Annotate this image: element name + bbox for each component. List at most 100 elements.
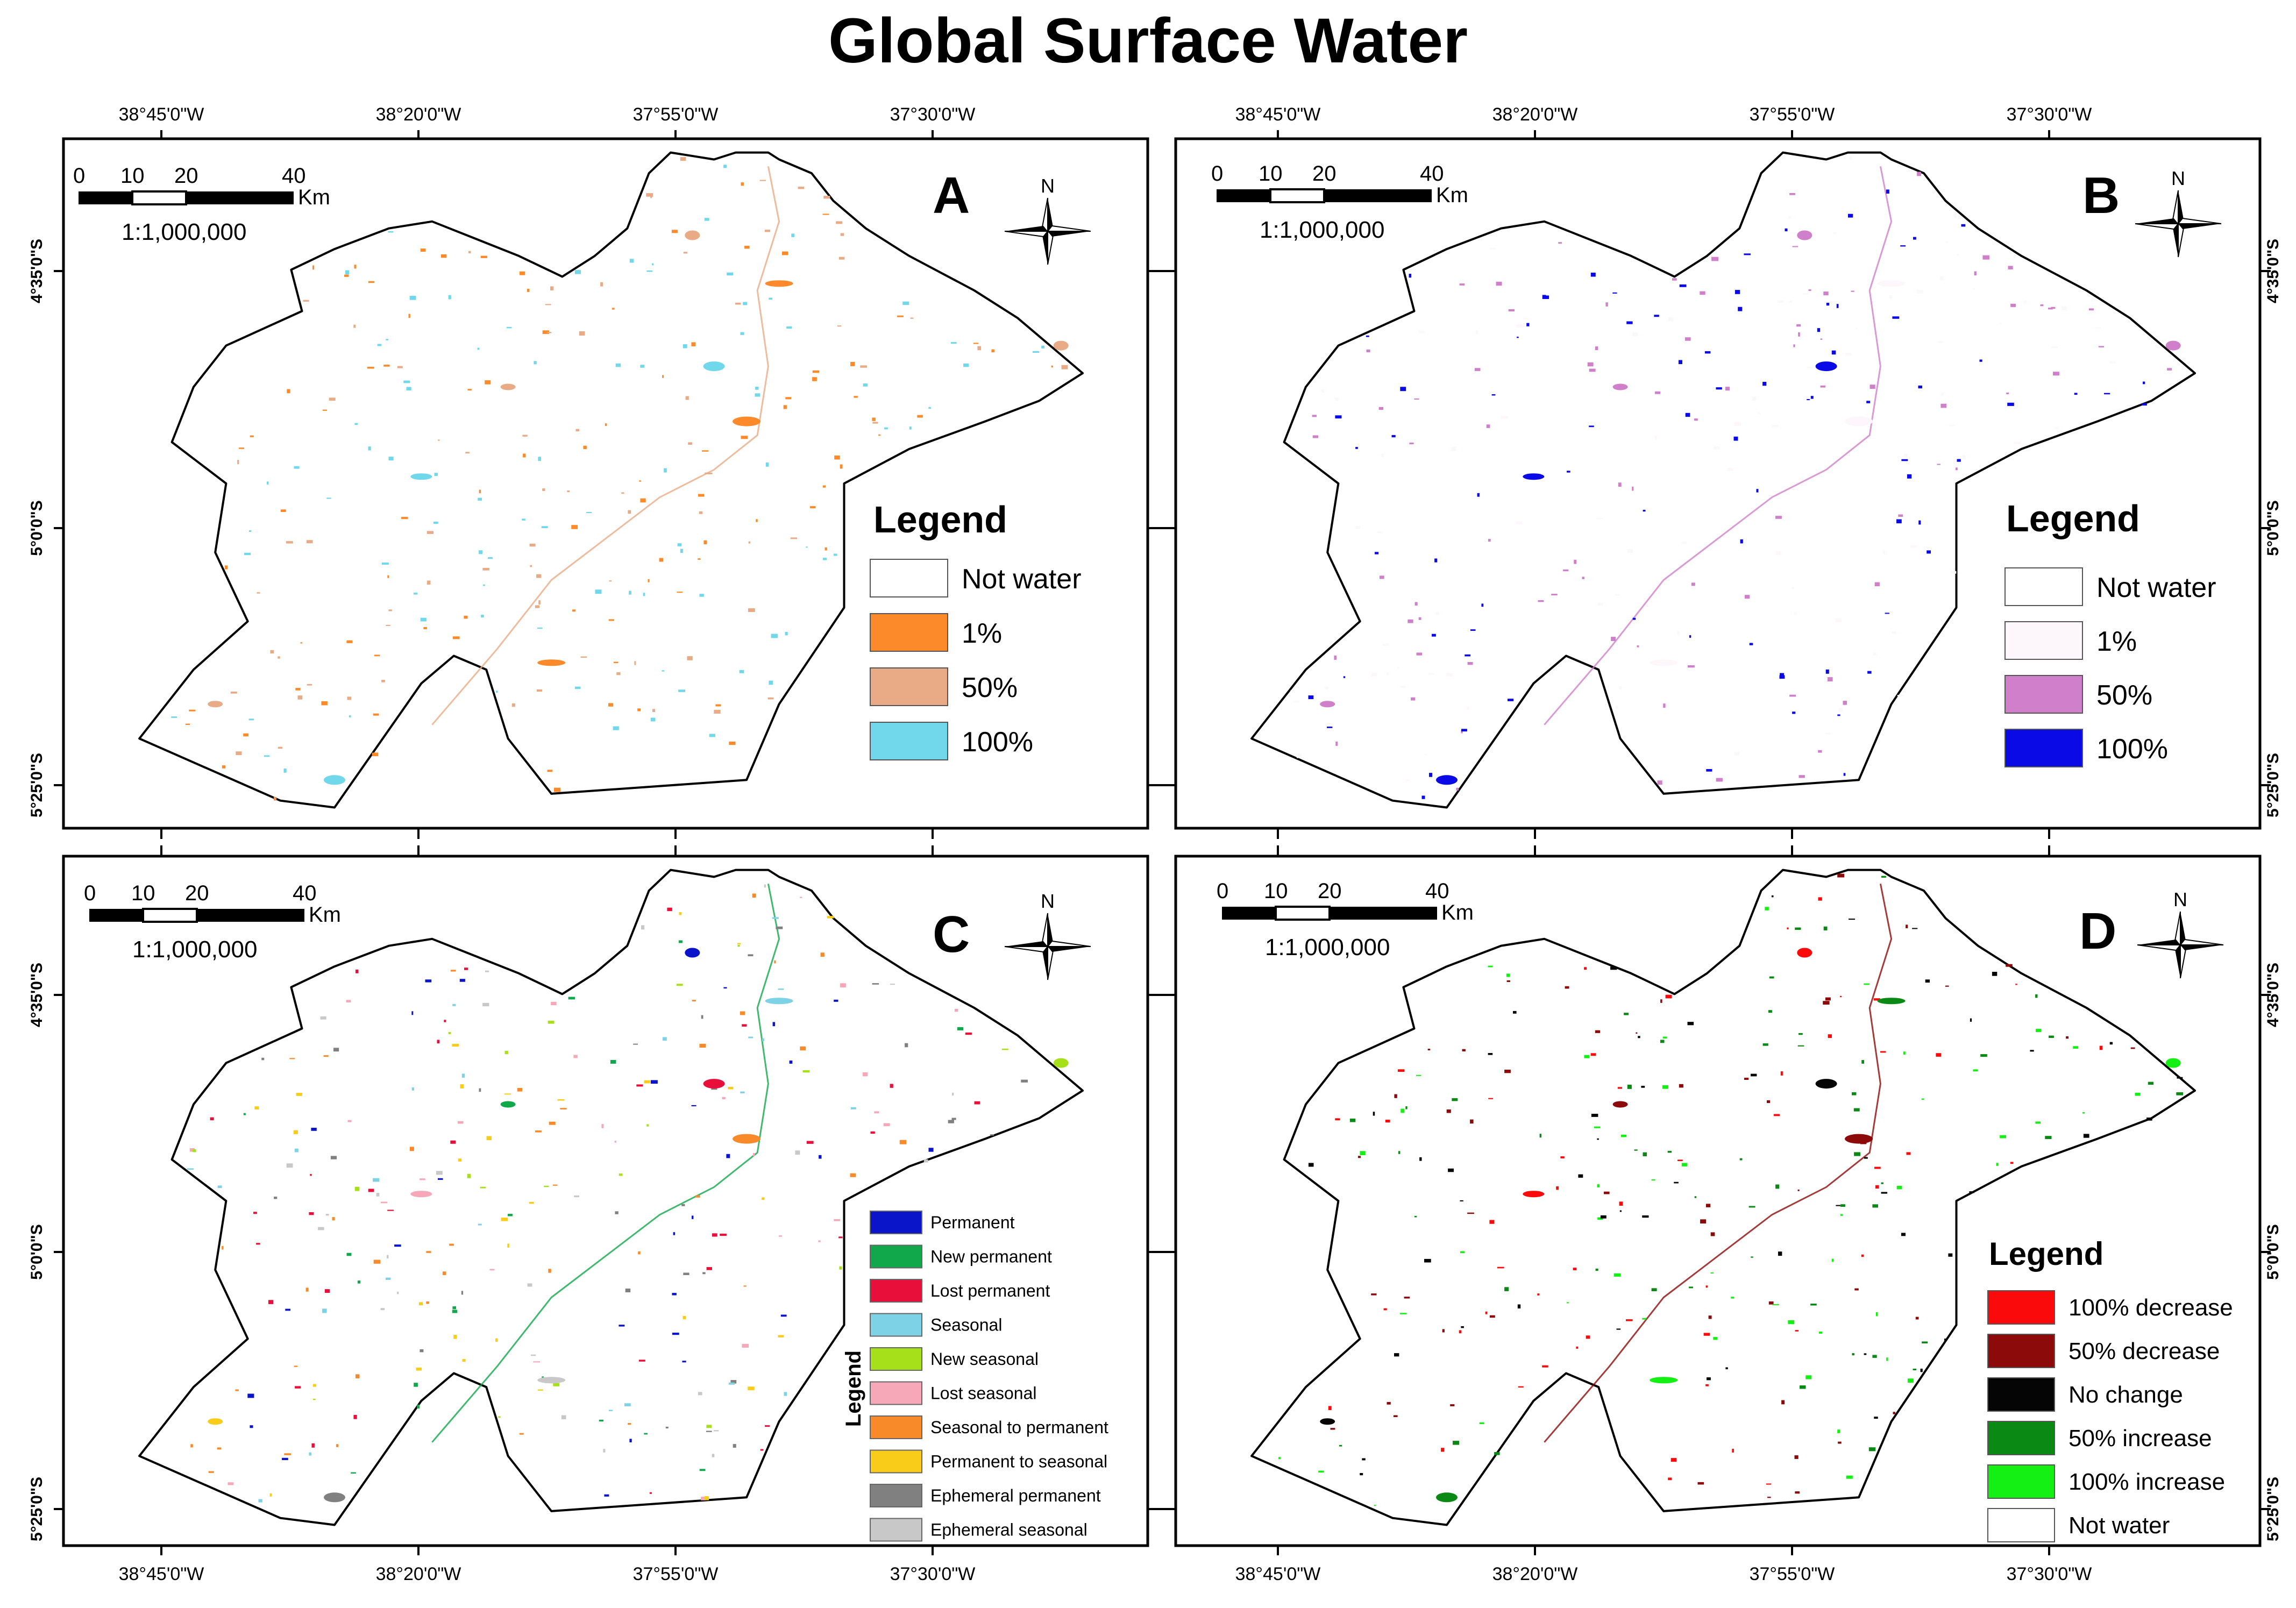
water-pixel — [1748, 1206, 1755, 1208]
water-pixel — [1694, 1196, 1697, 1198]
water-pixel — [1488, 539, 1491, 542]
water-pixel — [834, 456, 840, 460]
water-pixel — [2006, 964, 2013, 967]
water-pixel — [367, 367, 374, 369]
water-pixel — [192, 1149, 196, 1152]
reservoir — [2165, 340, 2181, 351]
water-pixel — [300, 642, 303, 644]
legend-label: New permanent — [930, 1247, 1052, 1267]
reservoir — [1320, 701, 1335, 708]
water-pixel — [1767, 1100, 1771, 1103]
water-pixel — [652, 263, 654, 266]
water-pixel — [1600, 1215, 1607, 1219]
water-pixel — [1496, 281, 1502, 286]
water-pixel — [329, 397, 336, 401]
water-pixel — [448, 1032, 451, 1034]
water-pixel — [1733, 436, 1738, 441]
water-pixel — [1404, 1297, 1410, 1299]
water-pixel — [477, 347, 480, 350]
water-pixel — [624, 1403, 631, 1406]
water-pixel — [2095, 327, 2101, 329]
water-pixel — [517, 1088, 523, 1092]
water-pixel — [2008, 266, 2013, 269]
water-pixel — [1810, 1304, 1817, 1306]
water-pixel — [1874, 1417, 1878, 1419]
water-pixel — [1851, 290, 1854, 292]
water-pixel — [414, 1383, 418, 1387]
water-pixel — [1896, 1186, 1902, 1190]
water-pixel — [678, 940, 683, 943]
water-pixel — [482, 567, 489, 571]
water-pixel — [650, 717, 656, 722]
water-pixel — [790, 537, 798, 539]
water-pixel — [1840, 1214, 1843, 1216]
water-pixel — [1474, 368, 1481, 371]
north-arrow-part — [1004, 231, 1049, 238]
water-pixel — [586, 511, 592, 514]
legend-label: 100% increase — [2068, 1469, 2225, 1495]
water-pixel — [1818, 750, 1822, 753]
water-pixel — [305, 1287, 309, 1292]
water-pixel — [1792, 711, 1796, 714]
water-pixel — [568, 997, 575, 1000]
water-pixel — [294, 466, 300, 469]
reservoir — [1650, 659, 1678, 666]
water-pixel — [1807, 399, 1810, 401]
water-pixel — [840, 983, 846, 988]
water-pixel — [2015, 984, 2017, 985]
water-pixel — [1655, 436, 1657, 440]
water-pixel — [1435, 611, 1440, 615]
water-pixel — [1021, 1079, 1028, 1083]
legend-label: 50% decrease — [2068, 1338, 2220, 1364]
water-pixel — [464, 967, 468, 970]
water-pixel — [1762, 1043, 1768, 1046]
water-pixel — [548, 1020, 555, 1024]
water-pixel — [1789, 301, 1792, 303]
water-pixel — [289, 1058, 295, 1059]
reservoir — [1053, 1058, 1069, 1068]
water-pixel — [1944, 1339, 1947, 1341]
water-pixel — [820, 952, 824, 957]
water-pixel — [1705, 1285, 1708, 1288]
reservoir — [537, 659, 566, 666]
river-line — [431, 166, 780, 725]
water-pixel — [909, 426, 912, 430]
water-pixel — [610, 1060, 616, 1064]
water-pixel — [1845, 353, 1852, 356]
water-pixel — [1805, 1375, 1812, 1379]
water-pixel — [461, 1291, 464, 1295]
water-pixel — [662, 375, 664, 378]
water-pixel — [1788, 216, 1792, 219]
water-pixel — [322, 409, 328, 411]
scale-ratio: 1:1,000,000 — [1260, 217, 1384, 243]
water-pixel — [1290, 690, 1292, 692]
water-pixel — [741, 182, 744, 186]
water-pixel — [423, 627, 427, 629]
water-pixel — [599, 1419, 603, 1422]
water-pixel — [1913, 237, 1916, 240]
water-pixel — [1574, 559, 1577, 564]
water-pixel — [573, 1055, 578, 1058]
water-pixel — [1409, 274, 1412, 278]
legend-swatch — [2004, 621, 2083, 660]
water-pixel — [1853, 1108, 1860, 1112]
water-pixel — [2074, 393, 2078, 395]
water-pixel — [1620, 1134, 1627, 1137]
legend-label: Permanent — [930, 1213, 1015, 1232]
water-pixel — [2035, 1121, 2041, 1124]
water-pixel — [730, 1380, 737, 1384]
water-pixel — [1584, 967, 1587, 970]
water-pixel — [706, 1425, 712, 1428]
water-pixel — [1398, 1151, 1401, 1154]
water-pixel — [1677, 1159, 1683, 1161]
water-pixel — [541, 526, 548, 528]
water-pixel — [729, 742, 736, 745]
water-pixel — [1900, 245, 1906, 247]
water-pixel — [834, 999, 838, 1002]
water-pixel — [442, 1271, 446, 1275]
water-pixel — [954, 1009, 958, 1012]
water-pixel — [368, 281, 375, 283]
water-pixel — [1406, 779, 1410, 781]
water-pixel — [1945, 985, 1949, 987]
